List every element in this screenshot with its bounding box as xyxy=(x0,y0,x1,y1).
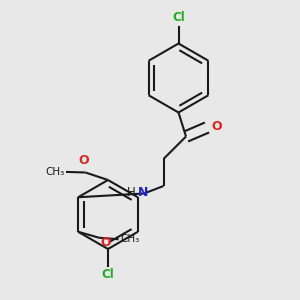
Text: N: N xyxy=(138,186,148,199)
Text: O: O xyxy=(212,120,222,133)
Text: Cl: Cl xyxy=(102,268,114,281)
Text: H: H xyxy=(127,186,136,199)
Text: Cl: Cl xyxy=(172,11,185,24)
Text: O: O xyxy=(79,154,89,167)
Text: CH₃: CH₃ xyxy=(120,234,140,244)
Text: O: O xyxy=(100,236,111,249)
Text: CH₃: CH₃ xyxy=(45,167,64,177)
